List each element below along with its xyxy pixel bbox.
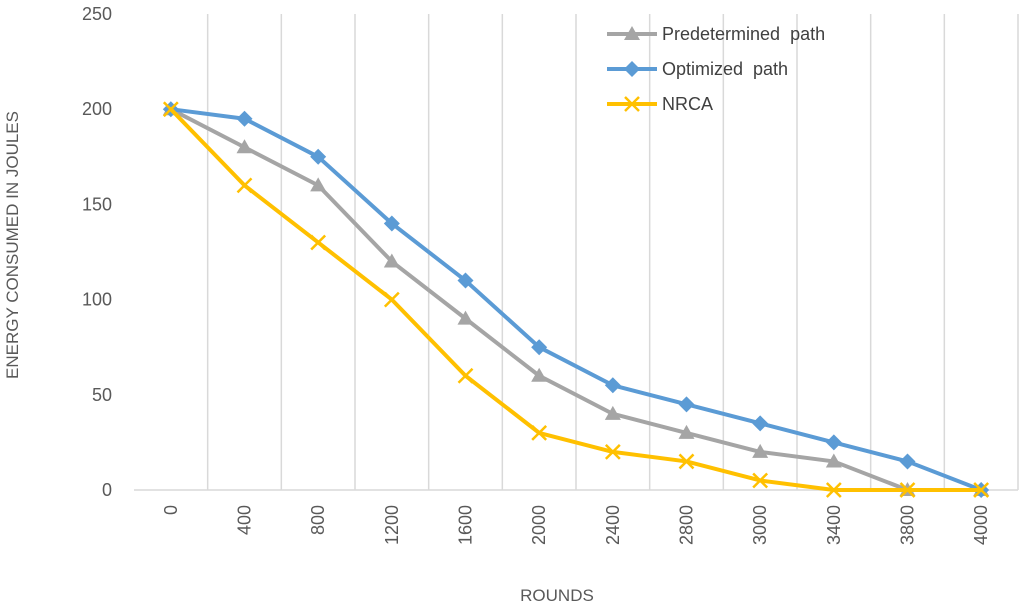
data-point-optimized-path bbox=[825, 434, 842, 451]
data-point-nrca bbox=[678, 453, 695, 470]
data-point-optimized-path bbox=[310, 148, 327, 165]
x-tick-label: 1600 bbox=[456, 505, 476, 545]
data-point-nrca bbox=[310, 234, 327, 251]
x-tick-label: 1200 bbox=[382, 505, 402, 545]
legend: Predetermined path Optimized path NRCA bbox=[607, 24, 825, 114]
legend-label: NRCA bbox=[662, 94, 713, 114]
data-point-optimized-path bbox=[678, 396, 695, 413]
x-tick-label: 0 bbox=[161, 505, 181, 515]
series-line-predetermined-path bbox=[168, 107, 984, 492]
data-point-nrca bbox=[899, 482, 916, 498]
legend-item-optimized-path: Optimized path bbox=[607, 59, 788, 79]
axes: 0 50 100 150 200 250 0 400 800 1200 1600 2000 2400 28… bbox=[82, 4, 1018, 545]
data-point-predetermined-path bbox=[678, 424, 695, 439]
x-tick-label: 3000 bbox=[750, 505, 770, 545]
data-point-predetermined-path bbox=[236, 139, 253, 154]
y-tick-label: 50 bbox=[92, 385, 112, 405]
x-tick-label: 2000 bbox=[529, 505, 549, 545]
data-point-predetermined-path bbox=[531, 367, 548, 382]
data-point-nrca bbox=[383, 291, 400, 308]
data-point-predetermined-path bbox=[310, 177, 327, 192]
data-point-nrca bbox=[457, 367, 474, 384]
legend-label: Predetermined path bbox=[662, 24, 825, 44]
data-point-nrca bbox=[531, 424, 548, 441]
legend-marker bbox=[624, 96, 640, 112]
y-tick-label: 200 bbox=[82, 99, 112, 119]
x-tick-label: 3800 bbox=[898, 505, 918, 545]
x-tick-label: 800 bbox=[308, 505, 328, 535]
data-point-nrca bbox=[162, 101, 179, 118]
legend-label: Optimized path bbox=[662, 59, 788, 79]
x-axis-title: ROUNDS bbox=[520, 586, 594, 605]
data-point-optimized-path bbox=[236, 110, 253, 127]
x-tick-label: 4000 bbox=[971, 505, 991, 545]
y-tick-label: 0 bbox=[102, 480, 112, 500]
y-tick-label: 100 bbox=[82, 290, 112, 310]
series-layer bbox=[162, 101, 990, 498]
data-point-predetermined-path bbox=[604, 405, 621, 420]
data-point-optimized-path bbox=[383, 215, 400, 232]
data-point-optimized-path bbox=[899, 453, 916, 470]
data-point-optimized-path bbox=[752, 415, 769, 432]
grid-lines bbox=[206, 14, 1019, 490]
x-tick-label: 3400 bbox=[824, 505, 844, 545]
legend-marker bbox=[624, 61, 640, 77]
y-tick-label: 150 bbox=[82, 194, 112, 214]
legend-item-predetermined-path: Predetermined path bbox=[607, 24, 825, 44]
x-tick-label: 2800 bbox=[677, 505, 697, 545]
data-point-nrca bbox=[973, 482, 990, 498]
legend-item-nrca: NRCA bbox=[607, 94, 713, 114]
series-line-nrca bbox=[168, 107, 984, 492]
data-point-nrca bbox=[752, 472, 769, 489]
data-point-nrca bbox=[825, 482, 842, 498]
data-point-predetermined-path bbox=[457, 310, 474, 325]
data-point-predetermined-path bbox=[825, 453, 842, 468]
data-point-optimized-path bbox=[457, 272, 474, 289]
y-tick-label: 250 bbox=[82, 4, 112, 24]
data-point-optimized-path bbox=[531, 339, 548, 356]
data-point-predetermined-path bbox=[752, 443, 769, 458]
data-point-nrca bbox=[604, 444, 621, 460]
legend-marker bbox=[624, 26, 640, 40]
data-point-predetermined-path bbox=[383, 253, 400, 268]
x-tick-label: 2400 bbox=[603, 505, 623, 545]
data-point-optimized-path bbox=[604, 377, 621, 394]
data-point-nrca bbox=[236, 177, 253, 194]
series-line-optimized-path bbox=[168, 107, 984, 492]
x-tick-label: 400 bbox=[235, 505, 255, 535]
y-axis-title: ENERGY CONSUMED IN JOULES bbox=[3, 111, 22, 379]
